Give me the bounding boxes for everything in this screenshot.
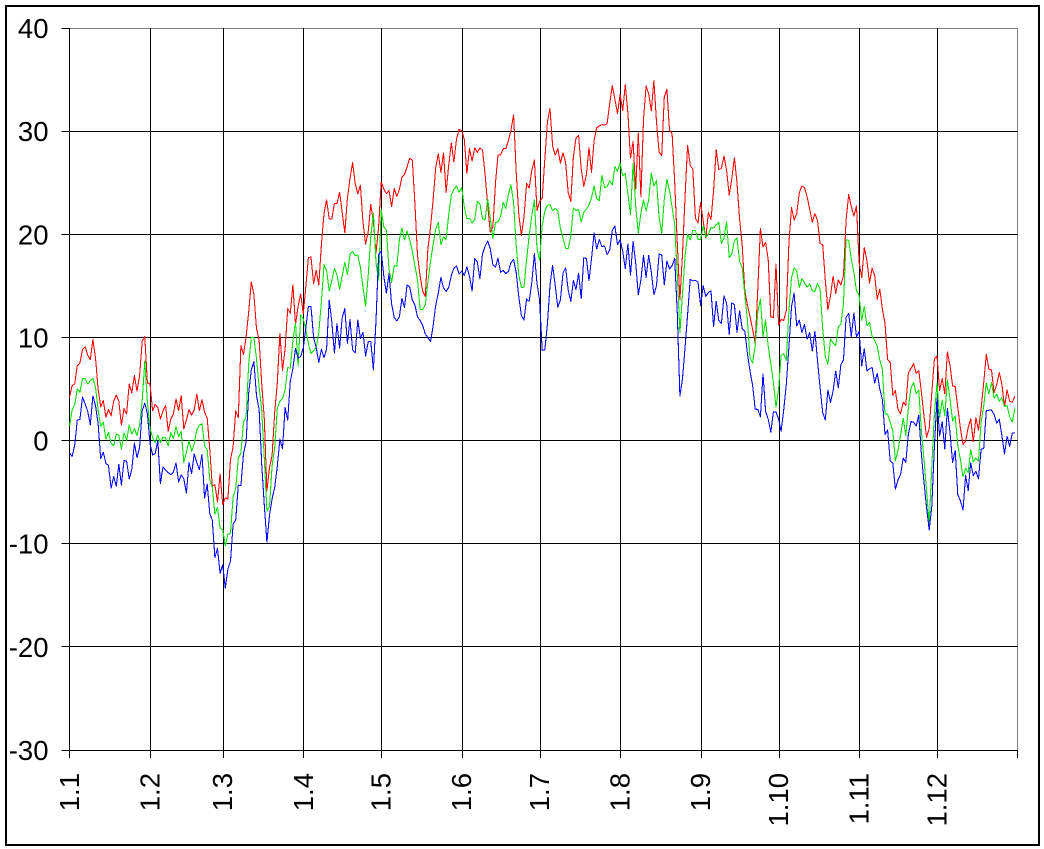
svg-text:1.12: 1.12 — [922, 773, 953, 827]
svg-text:40: 40 — [18, 13, 49, 44]
svg-text:1.11: 1.11 — [844, 773, 875, 824]
svg-text:1.6: 1.6 — [446, 773, 477, 811]
svg-text:1.8: 1.8 — [605, 773, 636, 811]
svg-text:1.4: 1.4 — [288, 773, 319, 811]
svg-text:-30: -30 — [9, 735, 49, 766]
svg-text:1.10: 1.10 — [763, 773, 794, 827]
svg-text:-20: -20 — [9, 632, 49, 663]
svg-text:10: 10 — [18, 323, 49, 354]
svg-text:20: 20 — [18, 219, 49, 250]
svg-text:1.7: 1.7 — [524, 773, 555, 811]
svg-text:1.3: 1.3 — [207, 773, 238, 811]
svg-text:1.1: 1.1 — [54, 773, 85, 811]
svg-text:-10: -10 — [9, 529, 49, 560]
svg-text:1.5: 1.5 — [366, 773, 397, 811]
svg-text:1.2: 1.2 — [135, 773, 166, 811]
svg-text:1.9: 1.9 — [685, 773, 716, 811]
svg-text:0: 0 — [33, 426, 48, 457]
svg-text:30: 30 — [18, 116, 49, 147]
